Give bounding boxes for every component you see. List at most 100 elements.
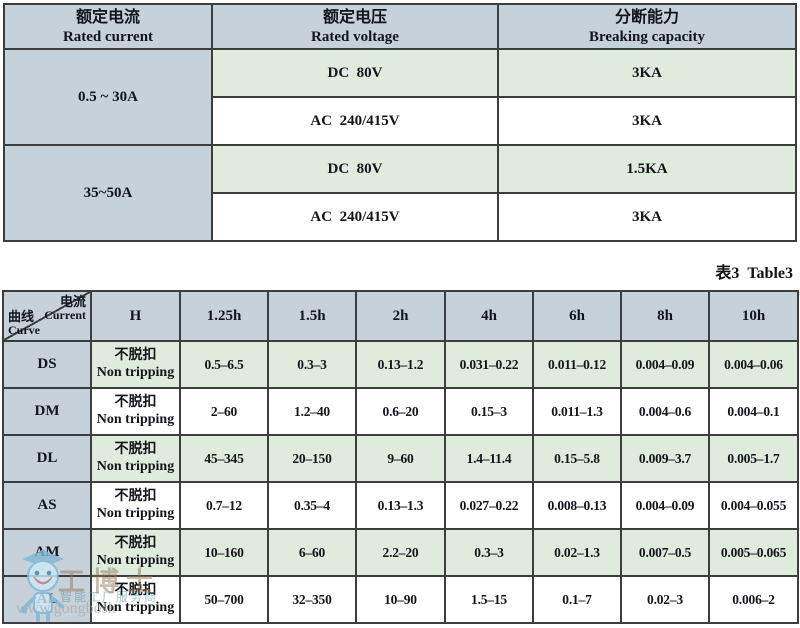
rating-table: 额定电流 Rated current 额定电压 Rated voltage 分断… bbox=[3, 3, 797, 242]
value-cell: 2.2–20 bbox=[355, 528, 446, 577]
corner-current-en: Current bbox=[44, 308, 86, 323]
current-curve-corner-cell: 电流 Current 曲线 Curve bbox=[2, 290, 92, 342]
value-cell: 0.1–7 bbox=[532, 575, 622, 624]
voltage-cell: AC 240/415V bbox=[211, 96, 499, 146]
non-tripping-en: Non tripping bbox=[96, 552, 175, 568]
corner-curve-label: 曲线 Curve bbox=[8, 308, 40, 337]
non-tripping-en: Non tripping bbox=[96, 364, 175, 380]
value-cell: 0.007–0.5 bbox=[620, 528, 710, 577]
non-tripping-en: Non tripping bbox=[96, 411, 175, 427]
table-row: AC 240/415V 3KA bbox=[4, 96, 797, 146]
header-rated-current-en: Rated current bbox=[62, 28, 154, 45]
value-cell: 0.15–3 bbox=[444, 387, 534, 436]
non-tripping-en: Non tripping bbox=[96, 458, 175, 474]
header-breaking-capacity-en: Breaking capacity bbox=[589, 28, 705, 45]
table-row: 35~50A DC 80V 1.5KA bbox=[3, 144, 797, 242]
non-tripping-cell: 不脱扣 Non tripping bbox=[90, 528, 181, 577]
non-tripping-cell: 不脱扣 Non tripping bbox=[90, 340, 181, 389]
value-cell: 0.6–20 bbox=[355, 387, 446, 436]
capacity-cell: 3KA bbox=[497, 96, 797, 146]
value-cell: 1.5–15 bbox=[444, 575, 534, 624]
table-row-DS: DS 不脱扣 Non tripping 0.5–6.5 0.3–3 0.13–1… bbox=[2, 340, 799, 389]
value-cell: 0.006–2 bbox=[708, 575, 799, 624]
curve-label: AL bbox=[2, 575, 92, 624]
tripping-curve-table: 电流 Current 曲线 Curve H 1.25h 1.5h 2h 4h 6… bbox=[2, 290, 799, 624]
header-rated-voltage: 额定电压 Rated voltage bbox=[211, 3, 499, 50]
col-header-10h: 10h bbox=[708, 290, 799, 342]
capacity-cell: 3KA bbox=[497, 48, 797, 98]
value-cell: 0.7–12 bbox=[179, 481, 269, 530]
value-cell: 20–150 bbox=[267, 434, 357, 483]
corner-current-label: 电流 Current bbox=[44, 294, 86, 323]
value-cell: 0.3–3 bbox=[444, 528, 534, 577]
voltage-cell: DC 80V bbox=[211, 144, 499, 194]
value-cell: 0.13–1.2 bbox=[355, 340, 446, 389]
non-tripping-cell: 不脱扣 Non tripping bbox=[90, 481, 181, 530]
value-cell: 0.005–0.065 bbox=[708, 528, 799, 577]
value-cell: 0.3–3 bbox=[267, 340, 357, 389]
header-breaking-capacity: 分断能力 Breaking capacity bbox=[497, 3, 797, 50]
curve-label: AM bbox=[2, 528, 92, 577]
voltage-cell: DC 80V bbox=[211, 48, 499, 98]
table-row: 0.5 ~ 30A DC 80V 3KA bbox=[3, 48, 797, 146]
curve-label: DM bbox=[2, 387, 92, 436]
non-tripping-en: Non tripping bbox=[96, 599, 175, 615]
rating-table-header-row: 额定电流 Rated current 额定电压 Rated voltage 分断… bbox=[3, 3, 797, 50]
value-cell: 0.027–0.22 bbox=[444, 481, 534, 530]
header-rated-current-zh: 额定电流 bbox=[75, 8, 140, 26]
value-cell: 1.4–11.4 bbox=[444, 434, 534, 483]
current-range-cell: 35~50A bbox=[3, 144, 213, 242]
table-row-AM: AM 不脱扣 Non tripping 10–160 6–60 2.2–20 0… bbox=[2, 528, 799, 577]
value-cell: 9–60 bbox=[355, 434, 446, 483]
value-cell: 0.011–0.12 bbox=[532, 340, 622, 389]
value-cell: 0.02–1.3 bbox=[532, 528, 622, 577]
header-breaking-capacity-zh: 分断能力 bbox=[614, 8, 679, 26]
value-cell: 32–350 bbox=[267, 575, 357, 624]
non-tripping-zh: 不脱扣 bbox=[114, 348, 157, 364]
value-cell: 0.35–4 bbox=[267, 481, 357, 530]
value-cell: 0.5–6.5 bbox=[179, 340, 269, 389]
curve-label: DS bbox=[2, 340, 92, 389]
value-cell: 0.004–0.09 bbox=[620, 481, 710, 530]
value-cell: 1.2–40 bbox=[267, 387, 357, 436]
value-cell: 0.004–0.06 bbox=[708, 340, 799, 389]
value-cell: 0.031–0.22 bbox=[444, 340, 534, 389]
corner-curve-zh: 曲线 bbox=[8, 308, 35, 324]
table3-caption: 表3 Table3 bbox=[715, 265, 793, 282]
table-row-AL: AL 不脱扣 Non tripping 50–700 32–350 10–90 … bbox=[2, 575, 799, 624]
table-row: AC 240/415V 3KA bbox=[4, 192, 797, 242]
table-row-AS: AS 不脱扣 Non tripping 0.7–12 0.35–4 0.13–1… bbox=[2, 481, 799, 530]
col-header-H: H bbox=[90, 290, 181, 342]
curve-label: DL bbox=[2, 434, 92, 483]
value-cell: 0.004–0.1 bbox=[708, 387, 799, 436]
value-cell: 45–345 bbox=[179, 434, 269, 483]
curve-table-header-row: 电流 Current 曲线 Curve H 1.25h 1.5h 2h 4h 6… bbox=[2, 290, 799, 342]
current-range-cell: 0.5 ~ 30A bbox=[3, 48, 213, 146]
value-cell: 10–90 bbox=[355, 575, 446, 624]
non-tripping-zh: 不脱扣 bbox=[114, 536, 157, 552]
value-cell: 0.011–1.3 bbox=[532, 387, 622, 436]
col-header-6h: 6h bbox=[532, 290, 622, 342]
non-tripping-zh: 不脱扣 bbox=[114, 442, 157, 458]
value-cell: 0.009–3.7 bbox=[620, 434, 710, 483]
col-header-2h: 2h bbox=[355, 290, 446, 342]
value-cell: 2–60 bbox=[179, 387, 269, 436]
corner-curve-en: Curve bbox=[8, 322, 40, 337]
value-cell: 50–700 bbox=[179, 575, 269, 624]
table-row-DM: DM 不脱扣 Non tripping 2–60 1.2–40 0.6–20 0… bbox=[2, 387, 799, 436]
value-cell: 10–160 bbox=[179, 528, 269, 577]
non-tripping-cell: 不脱扣 Non tripping bbox=[90, 434, 181, 483]
col-header-1-25h: 1.25h bbox=[179, 290, 269, 342]
value-cell: 0.004–0.6 bbox=[620, 387, 710, 436]
value-cell: 0.13–1.3 bbox=[355, 481, 446, 530]
voltage-cell: AC 240/415V bbox=[211, 192, 499, 242]
value-cell: 0.008–0.13 bbox=[532, 481, 622, 530]
non-tripping-zh: 不脱扣 bbox=[114, 489, 157, 505]
table-row-DL: DL 不脱扣 Non tripping 45–345 20–150 9–60 1… bbox=[2, 434, 799, 483]
non-tripping-zh: 不脱扣 bbox=[114, 395, 157, 411]
value-cell: 0.02–3 bbox=[620, 575, 710, 624]
curve-label: AS bbox=[2, 481, 92, 530]
value-cell: 0.005–1.7 bbox=[708, 434, 799, 483]
col-header-1-5h: 1.5h bbox=[267, 290, 357, 342]
